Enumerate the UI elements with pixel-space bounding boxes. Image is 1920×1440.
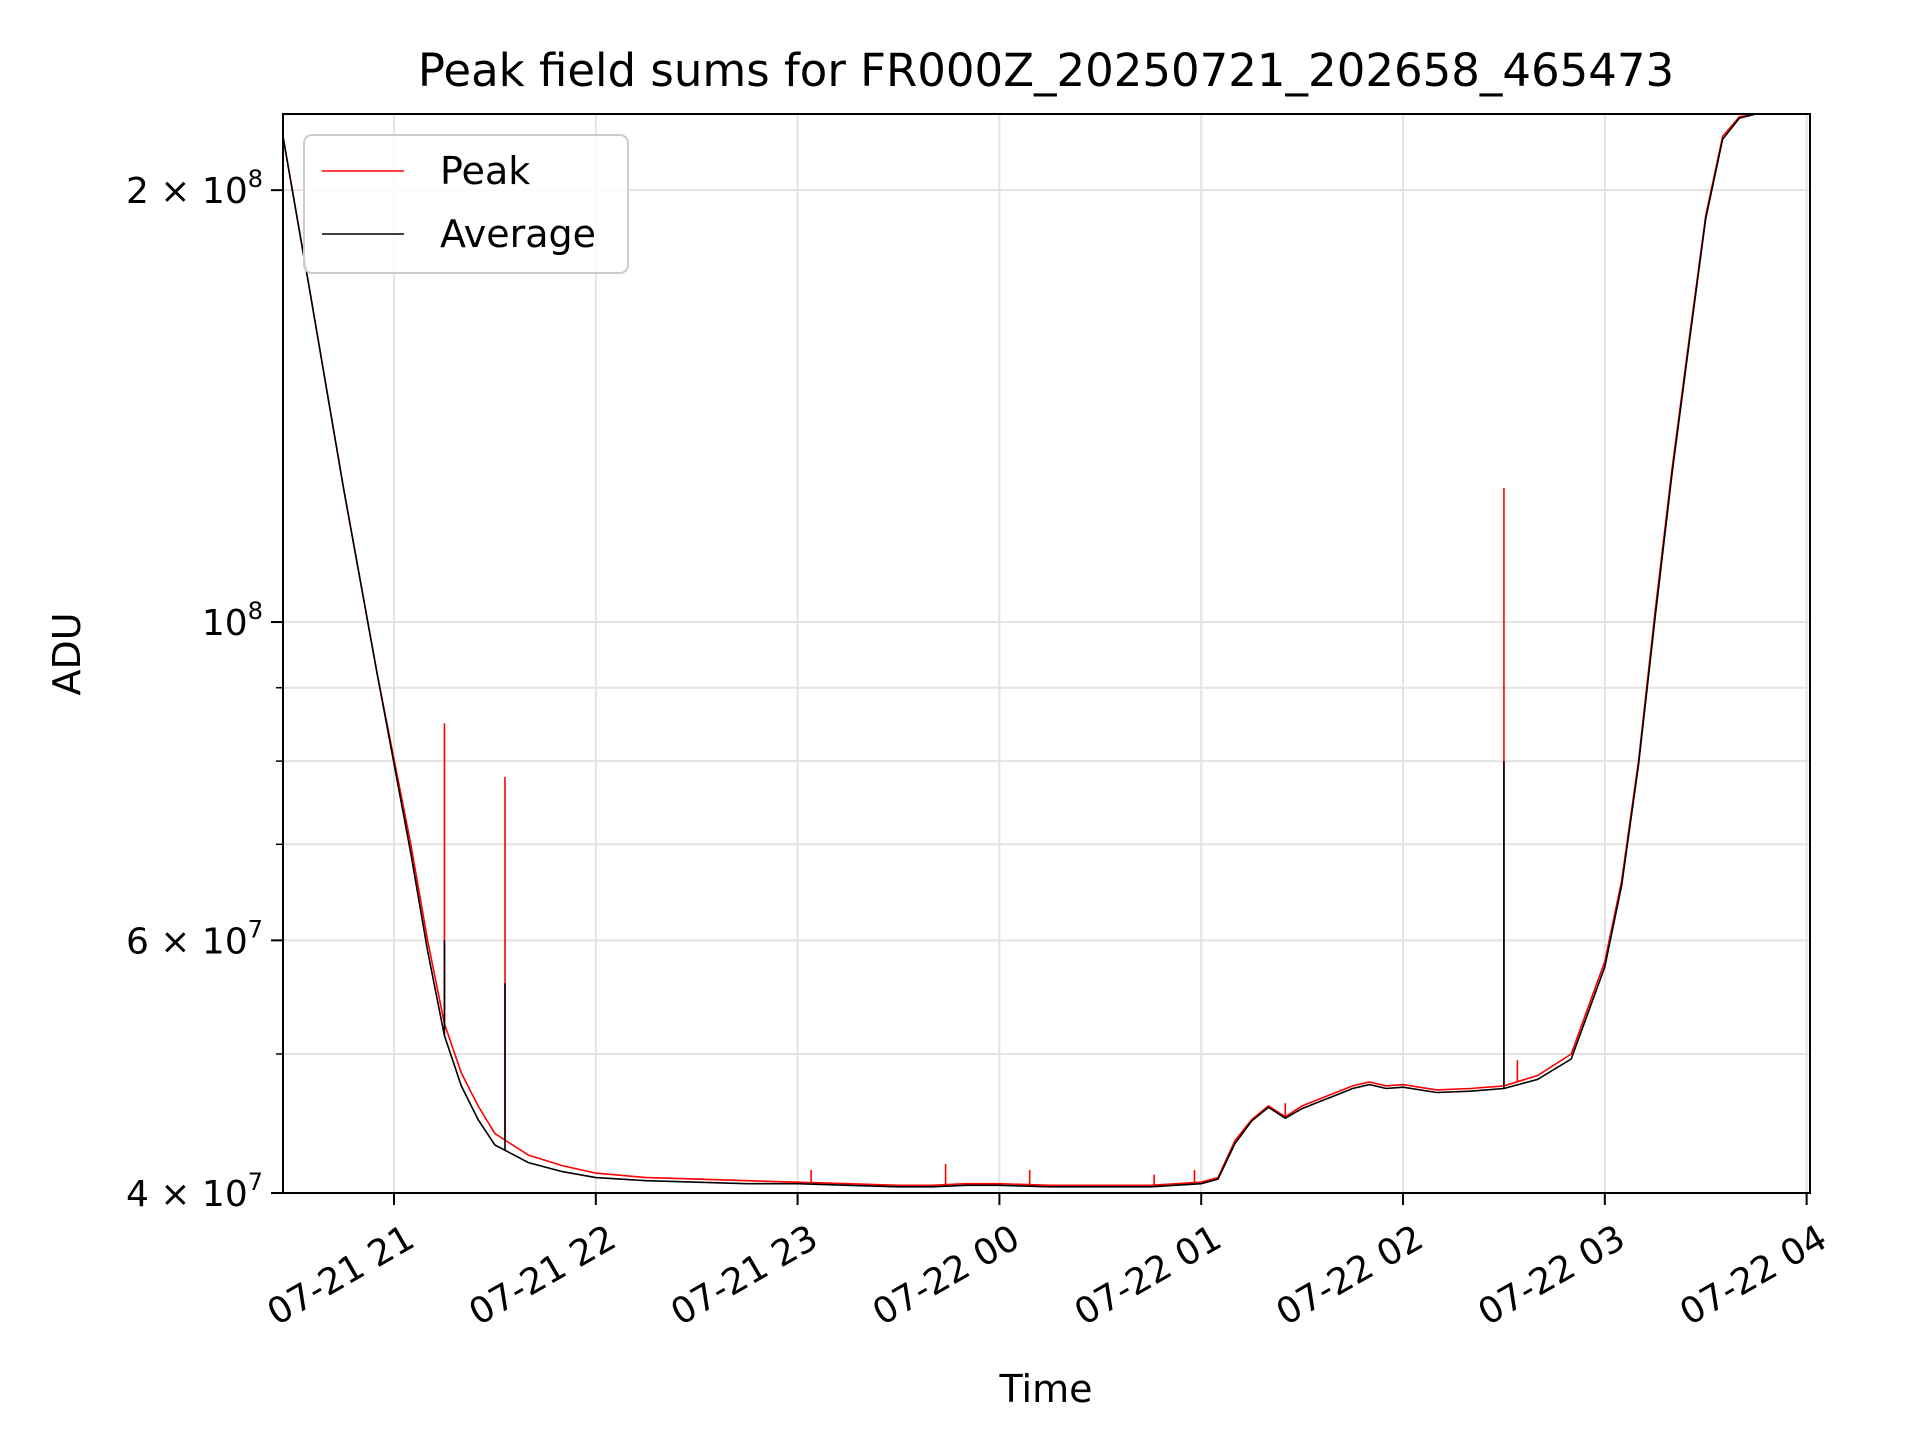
y-tick-label: 108	[202, 597, 263, 644]
legend-label-peak: Peak	[440, 149, 530, 193]
y-tick-label: 4 × 107	[126, 1168, 263, 1215]
series-line-average	[283, 114, 1757, 1188]
legend-box	[303, 134, 629, 274]
legend: Peak Average	[303, 134, 629, 274]
axes-frame	[282, 113, 1811, 1194]
plot-lines	[283, 114, 1757, 1188]
y-tick-label: 6 × 107	[126, 915, 263, 962]
chart-title: Peak field sums for FR000Z_20250721_2026…	[418, 44, 1674, 97]
x-axis-label: Time	[999, 1367, 1093, 1411]
legend-label-average: Average	[440, 212, 596, 256]
y-axis-ticks: 4 × 107 6 × 107 108 2 × 108	[126, 165, 283, 1215]
y-tick-label: 2 × 108	[126, 165, 263, 212]
y-axis-label: ADU	[45, 612, 89, 695]
